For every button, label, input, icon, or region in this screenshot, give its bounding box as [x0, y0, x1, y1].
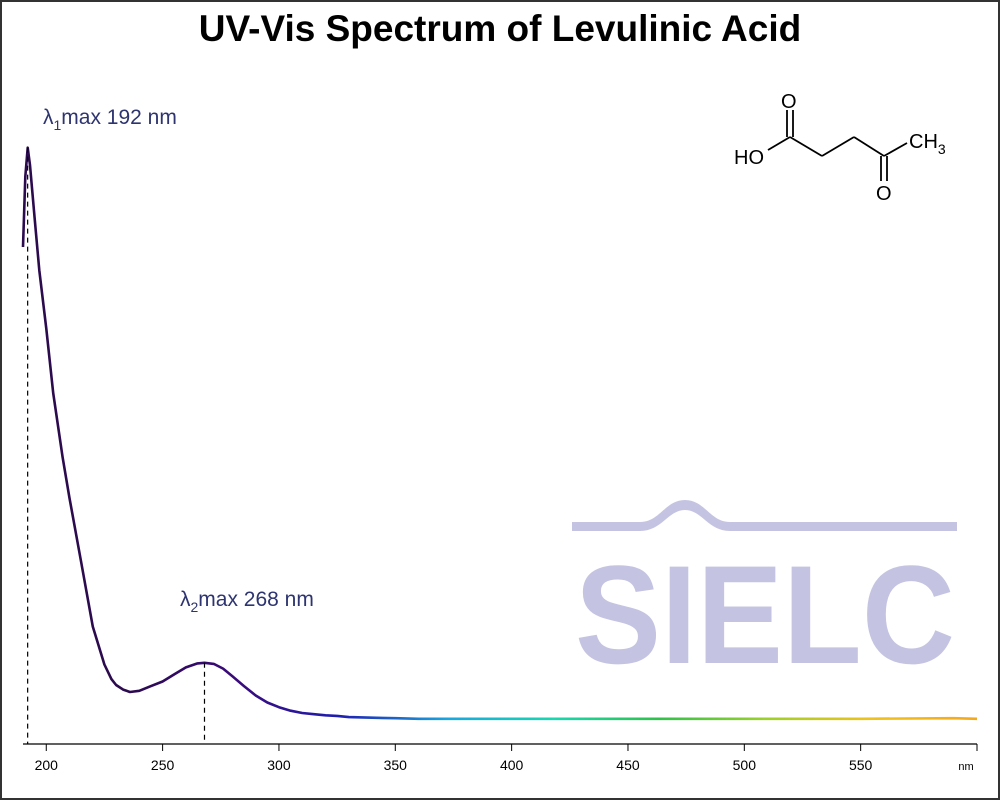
- x-axis-unit-label: nm: [958, 761, 973, 773]
- x-tick-label: 200: [35, 757, 59, 773]
- x-tick-label: 250: [151, 757, 175, 773]
- x-axis-ticks: 200 250 300 350 400 450 500 550: [35, 744, 978, 773]
- levulinic-acid-structure: [767, 110, 908, 181]
- x-tick-label: 550: [849, 757, 873, 773]
- chart-title: UV-Vis Spectrum of Levulinic Acid: [198, 8, 802, 49]
- molecule-sub3-label: 3: [938, 141, 946, 157]
- molecule-methyl-label: CH3: [909, 131, 946, 157]
- watermark-text: SIELC: [575, 536, 955, 693]
- x-tick-label: 350: [384, 757, 408, 773]
- molecule-ho-label: HO: [734, 147, 764, 169]
- peak-label: λ1max 192 nm: [43, 106, 177, 133]
- molecule-ketone-oxygen-label: O: [876, 183, 892, 205]
- x-tick-label: 450: [616, 757, 640, 773]
- x-tick-label: 300: [267, 757, 291, 773]
- molecule-ch-label: CH: [909, 131, 938, 153]
- peak-annotations: λ1max 192 nm λ2max 268 nm: [27, 106, 314, 744]
- x-tick-label: 500: [733, 757, 757, 773]
- molecule-acid-oxygen-label: O: [781, 91, 797, 113]
- peak-label: λ2max 268 nm: [180, 588, 314, 615]
- sielc-watermark-logo: SIELC: [572, 500, 957, 693]
- x-tick-label: 400: [500, 757, 524, 773]
